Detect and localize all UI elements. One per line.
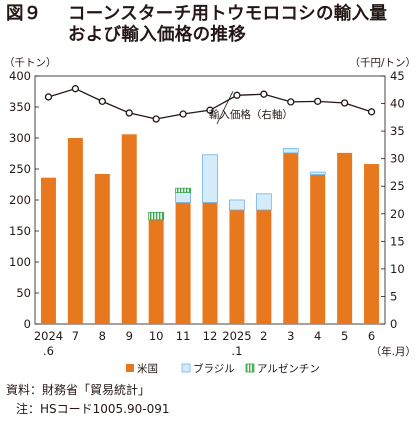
price-point (340, 99, 349, 107)
x-tick-label: 10 (149, 329, 164, 343)
right-tick-label: 10 (390, 262, 405, 276)
left-tick-label: 50 (16, 286, 31, 300)
title-line-1: コーンスターチ用トウモロコシの輸入量 (68, 4, 388, 24)
price-point (314, 97, 322, 106)
legend-us: 米国 (126, 362, 158, 375)
bar-brazil (282, 148, 299, 154)
bar-us (337, 152, 353, 324)
x-tick-label: 7 (72, 329, 79, 343)
bar-brazil (202, 154, 218, 203)
x-tick-label: 2025 (222, 329, 251, 343)
legend-argentina-swatch (245, 363, 255, 373)
left-tick-label: 300 (9, 131, 31, 145)
hs-code-note: 注：HSコード1005.90-091 (16, 402, 170, 416)
price-point (206, 106, 214, 114)
right-tick-label: 5 (390, 289, 397, 303)
x-tick-label: 3 (287, 329, 294, 343)
line-series-label: 輸入価格（右軸） (209, 108, 293, 121)
price-point (98, 97, 106, 106)
price-point (287, 98, 295, 106)
x-tick-label: 4 (314, 329, 321, 343)
price-point (260, 90, 268, 98)
chart-notes: 資料：財務省「貿易統計」 注：HSコード1005.90-091 (6, 381, 170, 419)
bar-us (121, 134, 137, 324)
price-point (44, 93, 53, 101)
bar-us (94, 173, 110, 324)
left-axis-unit: （千トン） (4, 57, 57, 69)
bar-argentina (148, 211, 165, 221)
left-tick-label: 150 (9, 224, 31, 238)
x-tick-label: 2 (260, 329, 267, 343)
bar-us (229, 209, 245, 324)
bar-brazil (309, 171, 326, 175)
chart-title: 図９ コーンスターチ用トウモロコシの輸入量 および輸入価格の推移 (6, 4, 416, 46)
title-line-2: および輸入価格の推移 (68, 25, 246, 45)
right-tick-label: 0 (390, 317, 397, 331)
bar-us (40, 177, 56, 324)
bar-us (67, 138, 83, 324)
source-note: 資料：財務省「貿易統計」 (6, 383, 151, 397)
line-label-leader (216, 91, 234, 125)
right-tick-label: 45 (390, 69, 405, 83)
x-tick-sublabel: .6 (43, 344, 54, 358)
bar-us (283, 152, 299, 324)
legend-us-swatch (126, 364, 134, 372)
bar-us (256, 209, 272, 324)
right-tick-label: 40 (390, 97, 405, 111)
price-point (179, 110, 187, 118)
right-tick-label: 35 (390, 124, 405, 138)
price-point (367, 108, 376, 116)
figure-number: 図９ (6, 4, 42, 24)
bar-us (202, 202, 218, 324)
bar-us (175, 202, 191, 324)
x-tick-label: 12 (203, 329, 218, 343)
bar-us (310, 174, 326, 324)
price-point (125, 109, 133, 117)
price-point (233, 91, 241, 99)
x-tick-label: 6 (368, 329, 375, 343)
legend-brazil-swatch (181, 363, 191, 373)
legend-argentina-label: アルゼンチン (257, 363, 320, 375)
legend-brazil: ブラジル (181, 362, 235, 375)
x-tick-sublabel: .1 (231, 344, 242, 358)
price-point (152, 115, 160, 123)
bar-brazil (255, 193, 272, 211)
bar-argentina (175, 187, 191, 193)
right-tick-label: 15 (390, 234, 405, 248)
x-axis-unit: （年.月） (371, 345, 416, 358)
right-axis-unit: （千円/トン） (349, 57, 416, 69)
legend-brazil-label: ブラジル (193, 362, 235, 375)
x-tick-label: 9 (126, 329, 133, 343)
right-tick-label: 30 (390, 152, 405, 166)
price-point (71, 85, 80, 93)
left-tick-label: 400 (9, 69, 31, 83)
right-tick-label: 25 (390, 179, 405, 193)
x-tick-label: 8 (99, 329, 106, 343)
left-tick-label: 0 (24, 317, 31, 331)
legend-us-label: 米国 (137, 362, 158, 375)
x-tick-label: 5 (341, 329, 348, 343)
legend-argentina: アルゼンチン (245, 363, 320, 375)
right-tick-label: 20 (390, 207, 405, 221)
x-tick-label: 11 (176, 329, 191, 343)
left-tick-label: 350 (9, 100, 31, 114)
bar-brazil (175, 192, 191, 203)
bar-us (148, 219, 164, 324)
x-tick-label: 2024 (34, 329, 63, 343)
left-tick-label: 200 (9, 193, 31, 207)
bar-us (364, 164, 380, 324)
left-tick-label: 250 (9, 162, 31, 176)
left-tick-label: 100 (9, 255, 31, 269)
bar-brazil (229, 199, 245, 211)
